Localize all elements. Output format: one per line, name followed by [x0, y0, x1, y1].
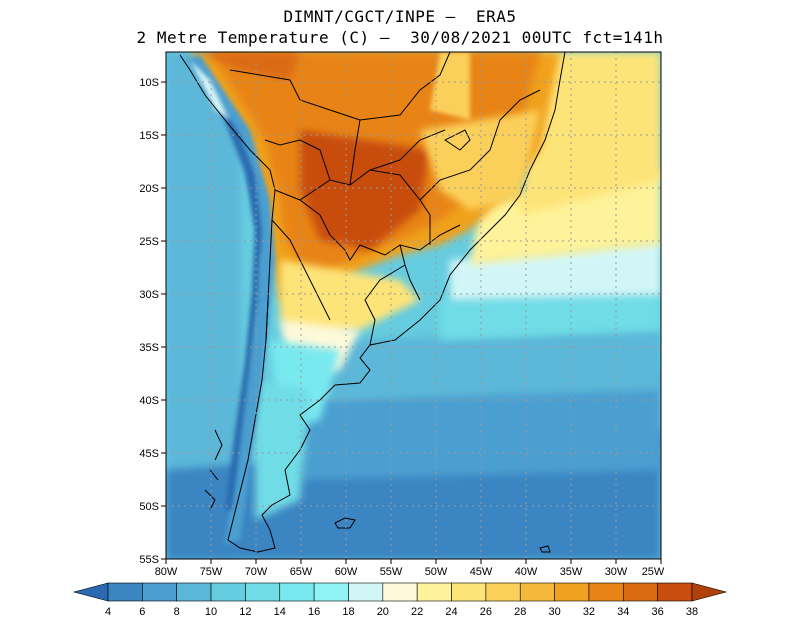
- latitude-labels: 10S 15S 20S 25S 30S 35S 40S 45S 50S 55S: [139, 77, 159, 566]
- title-line-1: DIMNT/CGCT/INPE – ERA5: [283, 7, 517, 26]
- lat-label: 50S: [139, 501, 159, 513]
- lon-label: 65W: [290, 566, 313, 578]
- gridlines: [166, 52, 661, 559]
- colorbar-label: 38: [686, 606, 698, 618]
- colorbar: 4 6 8 10 12 14 16 18 20 22 24 26 28 30 32 34 36 38: [72, 582, 728, 618]
- colorbar-swatch: [382, 582, 418, 602]
- lat-label: 35S: [139, 342, 159, 354]
- colorbar-swatch: [313, 582, 349, 602]
- lon-label: 75W: [200, 566, 223, 578]
- colorbar-label: 18: [342, 606, 354, 618]
- lat-label: 25S: [139, 236, 159, 248]
- colorbar-swatch: [142, 582, 178, 602]
- colorbar-label: 6: [139, 606, 145, 618]
- colorbar-label: 36: [652, 606, 664, 618]
- colorbar-swatch: [416, 582, 452, 602]
- colorbar-label: 12: [239, 606, 251, 618]
- lon-label: 35W: [560, 566, 583, 578]
- colorbar-label: 14: [274, 606, 286, 618]
- lon-label: 55W: [380, 566, 403, 578]
- lat-label: 45S: [139, 448, 159, 460]
- lon-label: 25W: [642, 566, 665, 578]
- axis-ticks: [161, 81, 662, 564]
- colorbar-swatch: [245, 582, 281, 602]
- colorbar-label: 26: [480, 606, 492, 618]
- colorbar-swatch: [176, 582, 212, 602]
- colorbar-label: 4: [105, 606, 111, 618]
- lon-label: 60W: [335, 566, 358, 578]
- lat-label: 15S: [139, 130, 159, 142]
- colorbar-swatch: [210, 582, 246, 602]
- lon-label: 40W: [515, 566, 538, 578]
- colorbar-swatch: [657, 582, 693, 602]
- temperature-field: [166, 52, 661, 559]
- colorbar-swatch: [485, 582, 521, 602]
- colorbar-label: 24: [445, 606, 457, 618]
- lon-label: 45W: [470, 566, 493, 578]
- lon-label: 50W: [425, 566, 448, 578]
- colorbar-label: 30: [548, 606, 560, 618]
- colorbar-label: 16: [308, 606, 320, 618]
- lat-label: 30S: [139, 289, 159, 301]
- colorbar-swatch: [279, 582, 315, 602]
- colorbar-swatch: [451, 582, 487, 602]
- lat-label: 40S: [139, 395, 159, 407]
- lat-label: 10S: [139, 77, 159, 89]
- coastlines: [179, 52, 566, 553]
- colorbar-swatch: [519, 582, 555, 602]
- lon-label: 70W: [245, 566, 268, 578]
- colorbar-label: 22: [411, 606, 423, 618]
- colorbar-swatch: [348, 582, 384, 602]
- colorbar-label: 28: [514, 606, 526, 618]
- lon-label: 30W: [605, 566, 628, 578]
- colorbar-label: 32: [583, 606, 595, 618]
- title-line-2: 2 Metre Temperature (C) – 30/08/2021 00U…: [136, 28, 664, 47]
- colorbar-label: 10: [205, 606, 217, 618]
- lon-label: 80W: [155, 566, 178, 578]
- lat-label: 20S: [139, 183, 159, 195]
- colorbar-label: 34: [617, 606, 629, 618]
- colorbar-swatch: [622, 582, 658, 602]
- colorbar-arrow-high: [691, 582, 728, 602]
- colorbar-swatch: [554, 582, 590, 602]
- colorbar-swatch: [107, 582, 143, 602]
- colorbar-label: 20: [377, 606, 389, 618]
- lat-label: 55S: [139, 554, 159, 566]
- colorbar-arrow-low: [72, 582, 109, 602]
- colorbar-label: 8: [174, 606, 180, 618]
- map-frame: [165, 51, 662, 560]
- longitude-labels: 80W 75W 70W 65W 60W 55W 50W 45W 40W 35W …: [155, 566, 665, 578]
- colorbar-swatch: [588, 582, 624, 602]
